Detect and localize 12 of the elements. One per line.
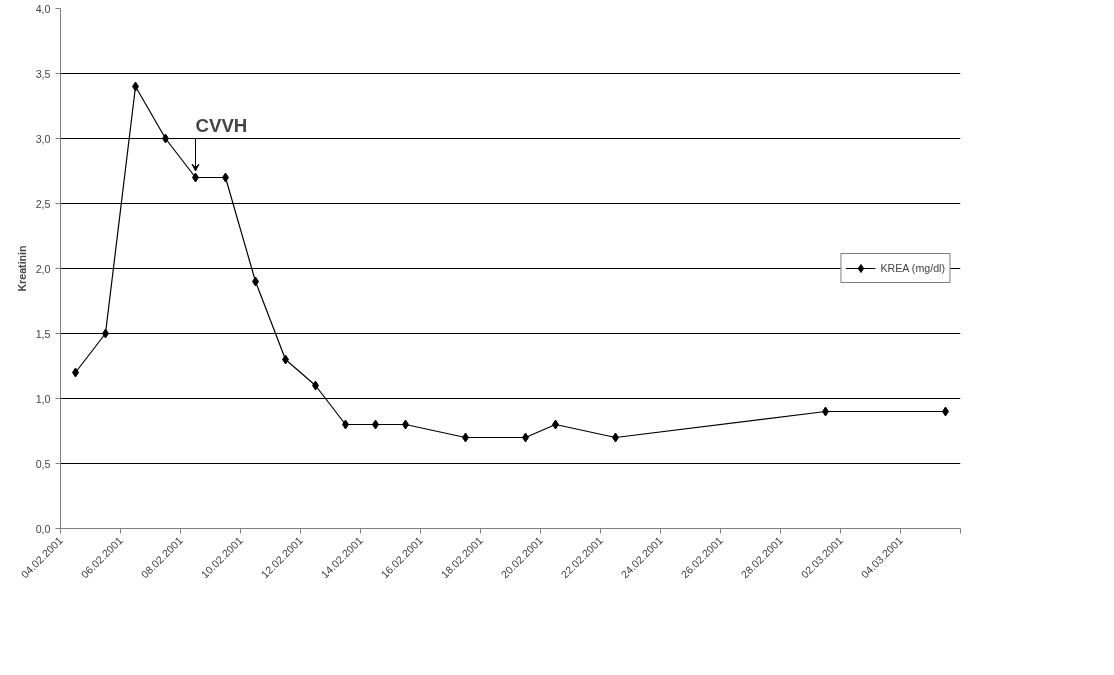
y-axis-title: Kreatinin	[15, 245, 28, 292]
legend-label: KREA (mg/dl)	[880, 262, 945, 274]
y-tick-label: 1,5	[35, 327, 51, 340]
y-tick-label: 3,0	[35, 132, 51, 145]
y-tick-label: 0,0	[35, 522, 51, 535]
y-tick-label: 3,5	[35, 67, 51, 80]
y-tick-label: 4,0	[35, 2, 51, 15]
y-tick-label: 1,0	[35, 392, 51, 405]
annotation: CVVH	[195, 114, 248, 136]
y-tick-label: 0,5	[35, 457, 51, 470]
y-tick-label: 2,5	[35, 197, 51, 210]
y-tick-label: 2,0	[35, 262, 51, 275]
